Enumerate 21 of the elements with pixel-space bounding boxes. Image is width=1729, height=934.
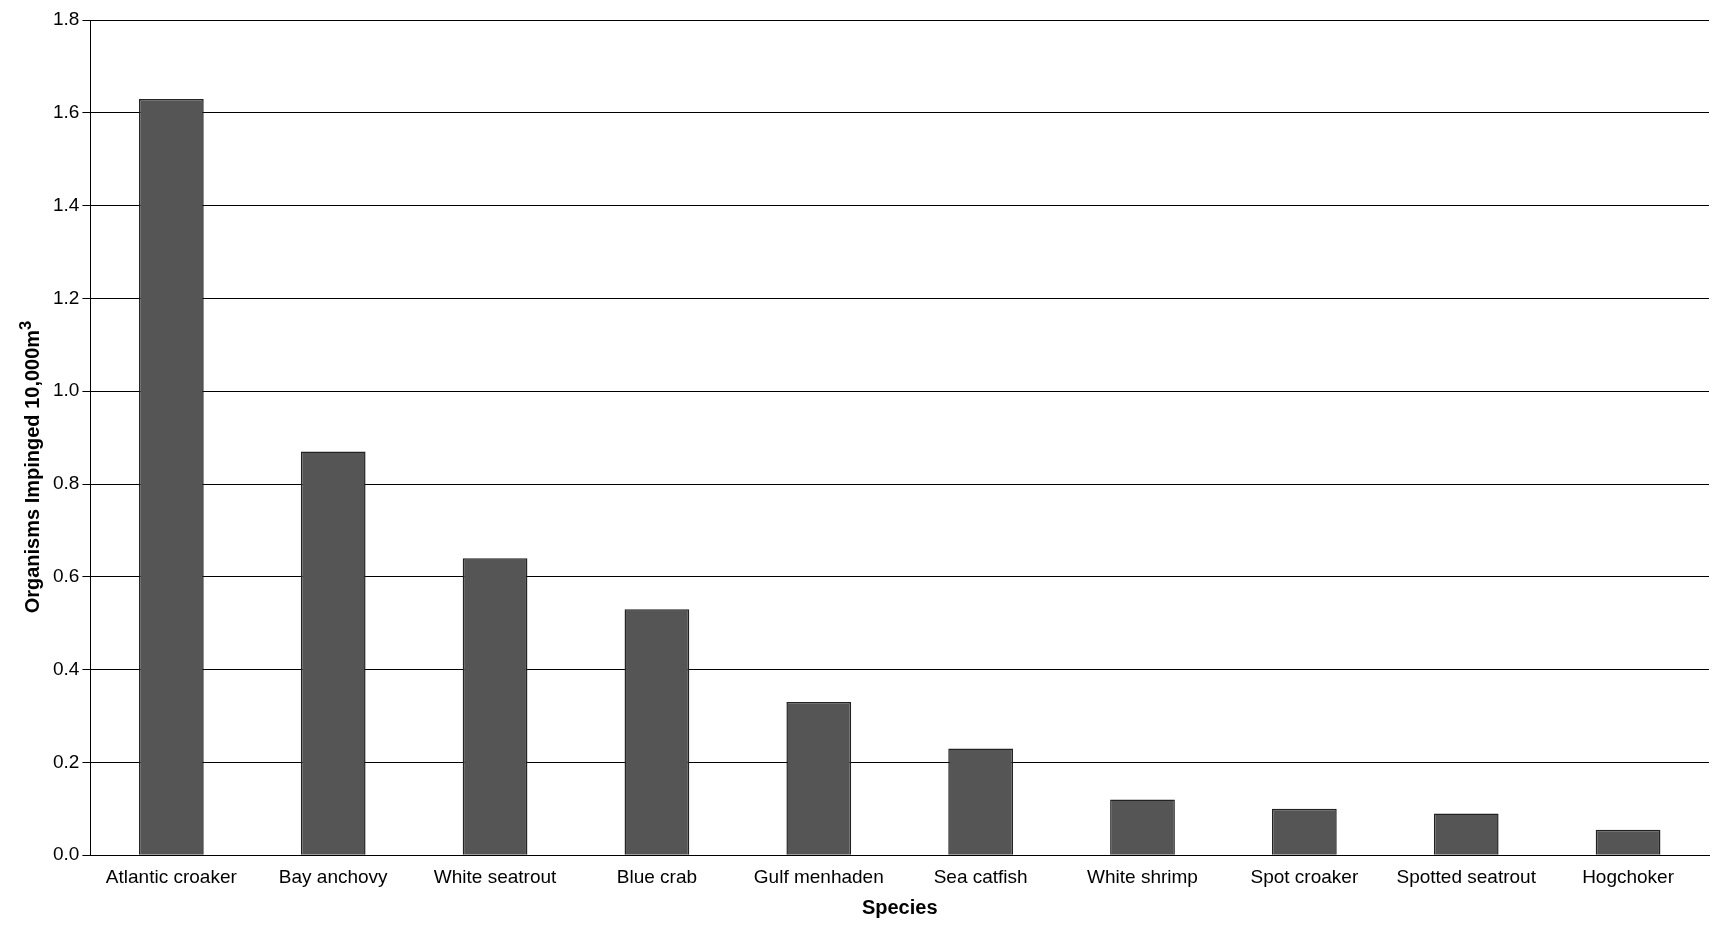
y-tick-label: 0.2 [52, 750, 80, 772]
x-tick-label: Spotted seatrout [1396, 865, 1537, 887]
y-tick-label: 0.6 [52, 565, 80, 587]
x-tick-label: Gulf menhaden [753, 865, 884, 887]
y-tick-label: 1.0 [52, 379, 80, 401]
x-tick-label: White seatrout [433, 865, 558, 887]
x-tick-label: Atlantic croaker [105, 865, 238, 887]
x-tick-label: Sea catfish [933, 865, 1028, 887]
x-axis-title: Species [861, 895, 938, 918]
y-tick-label: 0.8 [52, 472, 80, 494]
x-tick-label: Bay anchovy [278, 865, 389, 887]
x-tick-label: White shrimp [1087, 865, 1198, 887]
y-tick-label: 1.4 [52, 193, 80, 215]
y-tick-label: 0.0 [52, 843, 80, 865]
y-tick-label: 1.8 [52, 8, 80, 30]
x-tick-label: Blue crab [616, 865, 698, 887]
y-tick-label: 0.4 [52, 657, 80, 679]
x-tick-label: Spot croaker [1250, 865, 1359, 887]
y-tick-label: 1.2 [52, 286, 80, 308]
y-tick-label: 1.6 [52, 101, 80, 123]
x-tick-label: Hogchoker [1582, 865, 1675, 887]
